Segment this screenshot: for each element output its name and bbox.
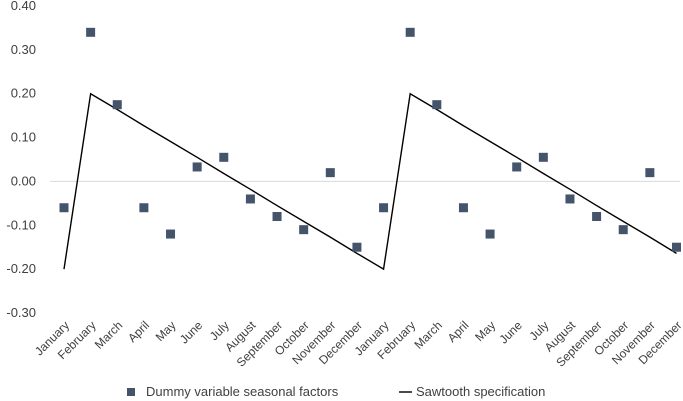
scatter-point: [272, 212, 282, 222]
scatter-point: [299, 225, 309, 235]
scatter-point: [139, 203, 149, 213]
x-category-label: April: [125, 318, 152, 345]
y-tick-label: -0.20: [6, 261, 36, 276]
scatter-point: [59, 203, 69, 213]
scatter-point: [671, 242, 681, 252]
sawtooth-series-line: [63, 92, 677, 271]
legend-marker-dummy: [127, 388, 135, 396]
scatter-point: [618, 225, 628, 235]
legend: Dummy variable seasonal factors Sawtooth…: [127, 384, 545, 399]
scatter-point: [86, 27, 96, 37]
x-category-label: May: [472, 318, 498, 344]
scatter-point: [352, 242, 362, 252]
y-tick-label: 0.40: [11, 0, 36, 13]
legend-label-sawtooth: Sawtooth specification: [416, 384, 545, 399]
scatter-point: [645, 168, 655, 178]
scatter-point: [432, 100, 442, 110]
x-category-label: May: [153, 318, 179, 344]
y-tick-label: -0.10: [6, 217, 36, 232]
scatter-point: [379, 203, 389, 213]
legend-label-dummy: Dummy variable seasonal factors: [146, 384, 339, 399]
x-category-label: April: [445, 318, 472, 345]
scatter-point: [405, 27, 415, 37]
scatter-point: [325, 168, 335, 178]
y-tick-label: 0.10: [11, 130, 36, 145]
x-category-label: March: [411, 318, 444, 351]
scatter-point: [192, 162, 202, 172]
scatter-point: [592, 212, 602, 222]
y-tick-label: -0.30: [6, 305, 36, 320]
scatter-point: [166, 229, 176, 239]
y-tick-label: 0.00: [11, 173, 36, 188]
y-tick-label: 0.30: [11, 42, 36, 57]
scatter-point: [538, 152, 548, 162]
scatter-point: [245, 194, 255, 204]
dummy-series-markers: [59, 27, 681, 252]
scatter-point: [112, 100, 122, 110]
scatter-point: [485, 229, 495, 239]
x-category-label: March: [92, 318, 125, 351]
scatter-point: [565, 194, 575, 204]
scatter-point: [458, 203, 468, 213]
scatter-point: [512, 162, 522, 172]
x-category-label: June: [177, 318, 206, 347]
y-axis-ticks: 0.40 0.30 0.20 0.10 0.00 -0.10 -0.20 -0.30: [6, 0, 36, 320]
x-category-label: June: [497, 318, 526, 347]
y-tick-label: 0.20: [11, 86, 36, 101]
scatter-point: [219, 152, 229, 162]
